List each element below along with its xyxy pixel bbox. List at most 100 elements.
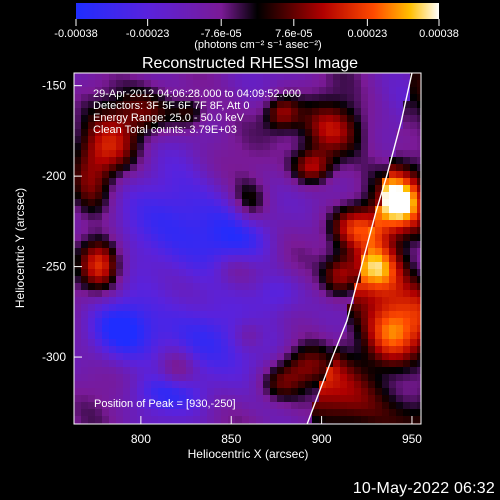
heatmap-cell: [354, 87, 362, 95]
heatmap-cell: [214, 150, 222, 158]
heatmap-cell: [277, 129, 285, 137]
heatmap-cell: [354, 290, 362, 298]
heatmap-cell: [277, 332, 285, 340]
heatmap-cell: [403, 143, 411, 151]
x-axis-tick-label: 950: [402, 432, 422, 446]
heatmap-cell: [88, 157, 96, 165]
heatmap-cell: [396, 164, 404, 172]
heatmap-cell: [249, 360, 257, 368]
heatmap-cell: [347, 367, 355, 375]
heatmap-cell: [214, 283, 222, 291]
heatmap-cell: [417, 213, 421, 221]
heatmap-cell: [221, 360, 229, 368]
heatmap-cell: [214, 87, 222, 95]
heatmap-cell: [179, 164, 187, 172]
heatmap-cell: [298, 381, 306, 389]
heatmap-cell: [144, 269, 152, 277]
heatmap-cell: [403, 304, 411, 312]
heatmap-cell: [74, 157, 82, 165]
heatmap-cell: [116, 185, 124, 193]
heatmap-cell: [361, 171, 369, 179]
heatmap-cell: [214, 101, 222, 109]
heatmap-cell: [200, 248, 208, 256]
heatmap-cell: [368, 367, 376, 375]
heatmap-cell: [284, 381, 292, 389]
heatmap-cell: [95, 353, 103, 361]
heatmap-cell: [396, 136, 404, 144]
heatmap-cell: [298, 94, 306, 102]
heatmap-cell: [396, 395, 404, 403]
heatmap-cell: [130, 143, 138, 151]
heatmap-cell: [396, 213, 404, 221]
heatmap-cell: [340, 262, 348, 270]
heatmap-cell: [396, 304, 404, 312]
heatmap-cell: [193, 325, 201, 333]
heatmap-cell: [207, 220, 215, 228]
heatmap-cell: [305, 269, 313, 277]
heatmap-cell: [256, 185, 264, 193]
heatmap-cell: [270, 234, 278, 242]
heatmap-cell: [74, 115, 82, 123]
heatmap-cell: [137, 395, 145, 403]
heatmap-cell: [382, 367, 390, 375]
heatmap-cell: [172, 80, 180, 88]
heatmap-cell: [333, 325, 341, 333]
heatmap-cell: [116, 164, 124, 172]
heatmap-cell: [200, 311, 208, 319]
heatmap-cell: [158, 367, 166, 375]
heatmap-cell: [95, 367, 103, 375]
heatmap-cell: [116, 206, 124, 214]
heatmap-cell: [347, 248, 355, 256]
heatmap-cell: [109, 325, 117, 333]
heatmap-cell: [172, 241, 180, 249]
heatmap-cell: [284, 360, 292, 368]
heatmap-cell: [312, 367, 320, 375]
heatmap-cell: [186, 115, 194, 123]
heatmap-cell: [165, 409, 173, 417]
heatmap-cell: [102, 206, 110, 214]
heatmap-cell: [319, 199, 327, 207]
heatmap-cell: [333, 360, 341, 368]
heatmap-cell: [186, 311, 194, 319]
heatmap-cell: [102, 339, 110, 347]
heatmap-cell: [228, 381, 236, 389]
heatmap-cell: [333, 108, 341, 116]
heatmap-cell: [298, 346, 306, 354]
heatmap-cell: [389, 108, 397, 116]
y-axis-ticks: -150-200-250-300: [42, 79, 82, 364]
heatmap-cell: [88, 220, 96, 228]
heatmap-cell: [263, 234, 271, 242]
heatmap-cell: [116, 325, 124, 333]
heatmap-cell: [298, 339, 306, 347]
heatmap-cell: [193, 108, 201, 116]
heatmap-cell: [144, 122, 152, 130]
heatmap-cell: [88, 283, 96, 291]
heatmap-cell: [298, 122, 306, 130]
heatmap-cell: [193, 332, 201, 340]
heatmap-cell: [403, 388, 411, 396]
heatmap-cell: [396, 73, 404, 81]
heatmap-cell: [326, 234, 334, 242]
heatmap-cell: [144, 353, 152, 361]
heatmap-cell: [256, 73, 264, 81]
heatmap-cell: [361, 213, 369, 221]
heatmap-cell: [277, 311, 285, 319]
heatmap-cell: [144, 108, 152, 116]
heatmap-cell: [368, 171, 376, 179]
heatmap-cell: [270, 374, 278, 382]
plot-border: [73, 72, 422, 425]
heatmap-cell: [312, 192, 320, 200]
heatmap-cell: [144, 346, 152, 354]
heatmap-cell: [382, 94, 390, 102]
heatmap-cell: [298, 136, 306, 144]
heatmap-cell: [144, 304, 152, 312]
heatmap-cell: [326, 381, 334, 389]
heatmap-cell: [123, 374, 131, 382]
heatmap-cell: [256, 87, 264, 95]
heatmap-cell: [123, 388, 131, 396]
heatmap-cell: [270, 290, 278, 298]
heatmap-cell: [137, 346, 145, 354]
heatmap-cell: [81, 374, 89, 382]
heatmap-cell: [214, 409, 222, 417]
heatmap-cell: [165, 241, 173, 249]
